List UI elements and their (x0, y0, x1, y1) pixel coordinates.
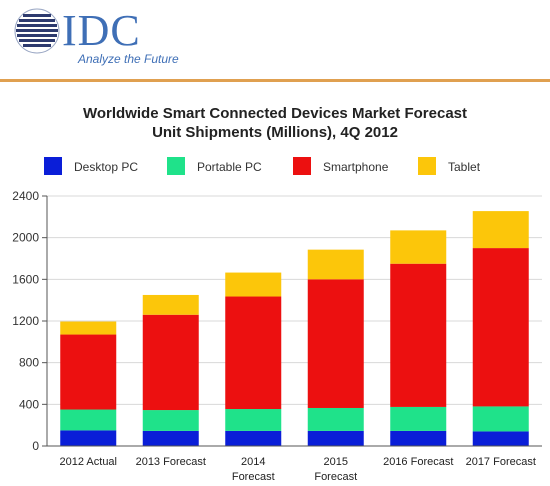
bar-5-tablet (390, 230, 447, 264)
x-category-label-4-line-2: Forecast (314, 471, 357, 483)
legend-swatch-1 (44, 157, 62, 175)
globe-logo-icon (14, 8, 60, 54)
y-tick-label-800: 800 (19, 356, 39, 370)
x-category-label-2: 2013 Forecast (136, 456, 206, 468)
legend-label-3: Smartphone (323, 160, 389, 174)
chart-title-line-1: Worldwide Smart Connected Devices Market… (83, 105, 467, 122)
bar-6-smartphone (472, 248, 529, 407)
chart-grid (47, 195, 542, 447)
bar-2-desktop-pc (142, 430, 199, 446)
bar-2-portable-pc (142, 410, 199, 431)
x-category-label-6: 2017 Forecast (466, 456, 536, 468)
bar-6-desktop-pc (472, 431, 529, 446)
bar-1-desktop-pc (60, 430, 117, 446)
bar-3-tablet (225, 272, 282, 297)
y-tick-label-1200: 1200 (12, 314, 39, 328)
bar-4-desktop-pc (307, 430, 364, 446)
bar-5-portable-pc (390, 406, 447, 431)
bar-1-tablet (60, 321, 117, 335)
legend-label-4: Tablet (448, 160, 481, 174)
bar-5-smartphone (390, 263, 447, 407)
bar-3-portable-pc (225, 409, 282, 431)
bar-3-desktop-pc (225, 430, 282, 446)
y-tick-label-1600: 1600 (12, 272, 39, 286)
bar-1-smartphone (60, 334, 117, 410)
bar-6-portable-pc (472, 406, 529, 432)
chart-title: Worldwide Smart Connected Devices Market… (83, 105, 467, 141)
y-tick-label-400: 400 (19, 397, 39, 411)
header: IDC Analyze the Future (0, 0, 550, 78)
legend-label-2: Portable PC (197, 160, 262, 174)
bar-2-tablet (142, 294, 199, 315)
bar-2-smartphone (142, 314, 199, 411)
chart-axes: 0 400 800 1200 1600 2000 2400 2012 Actual 2013 F… (12, 189, 542, 483)
chart-bars (60, 211, 529, 446)
x-category-label-5: 2016 Forecast (383, 456, 453, 468)
x-category-label-3-line-1: 2014 (241, 456, 265, 468)
legend-swatch-3 (293, 157, 311, 175)
header-divider (0, 79, 550, 82)
legend-label-1: Desktop PC (74, 160, 138, 174)
y-tick-label-2000: 2000 (12, 231, 39, 245)
legend-swatch-2 (167, 157, 185, 175)
bar-5-desktop-pc (390, 430, 447, 446)
x-category-label-4-line-1: 2015 (324, 456, 348, 468)
y-tick-label-0: 0 (32, 439, 39, 453)
y-tick-label-2400: 2400 (12, 189, 39, 203)
x-category-label-1: 2012 Actual (60, 456, 118, 468)
legend-swatch-4 (418, 157, 436, 175)
x-category-label-3-line-2: Forecast (232, 471, 275, 483)
chart-title-line-2: Unit Shipments (Millions), 4Q 2012 (152, 124, 398, 141)
bar-4-smartphone (307, 279, 364, 408)
bar-4-portable-pc (307, 407, 364, 431)
brand-logo: IDC (62, 6, 141, 55)
bar-1-portable-pc (60, 409, 117, 431)
brand-tagline: Analyze the Future (78, 52, 179, 66)
chart-legend: Desktop PC Portable PC Smartphone Tablet (44, 157, 481, 175)
bar-6-tablet (472, 211, 529, 249)
bar-3-smartphone (225, 296, 282, 410)
bar-4-tablet (307, 249, 364, 280)
